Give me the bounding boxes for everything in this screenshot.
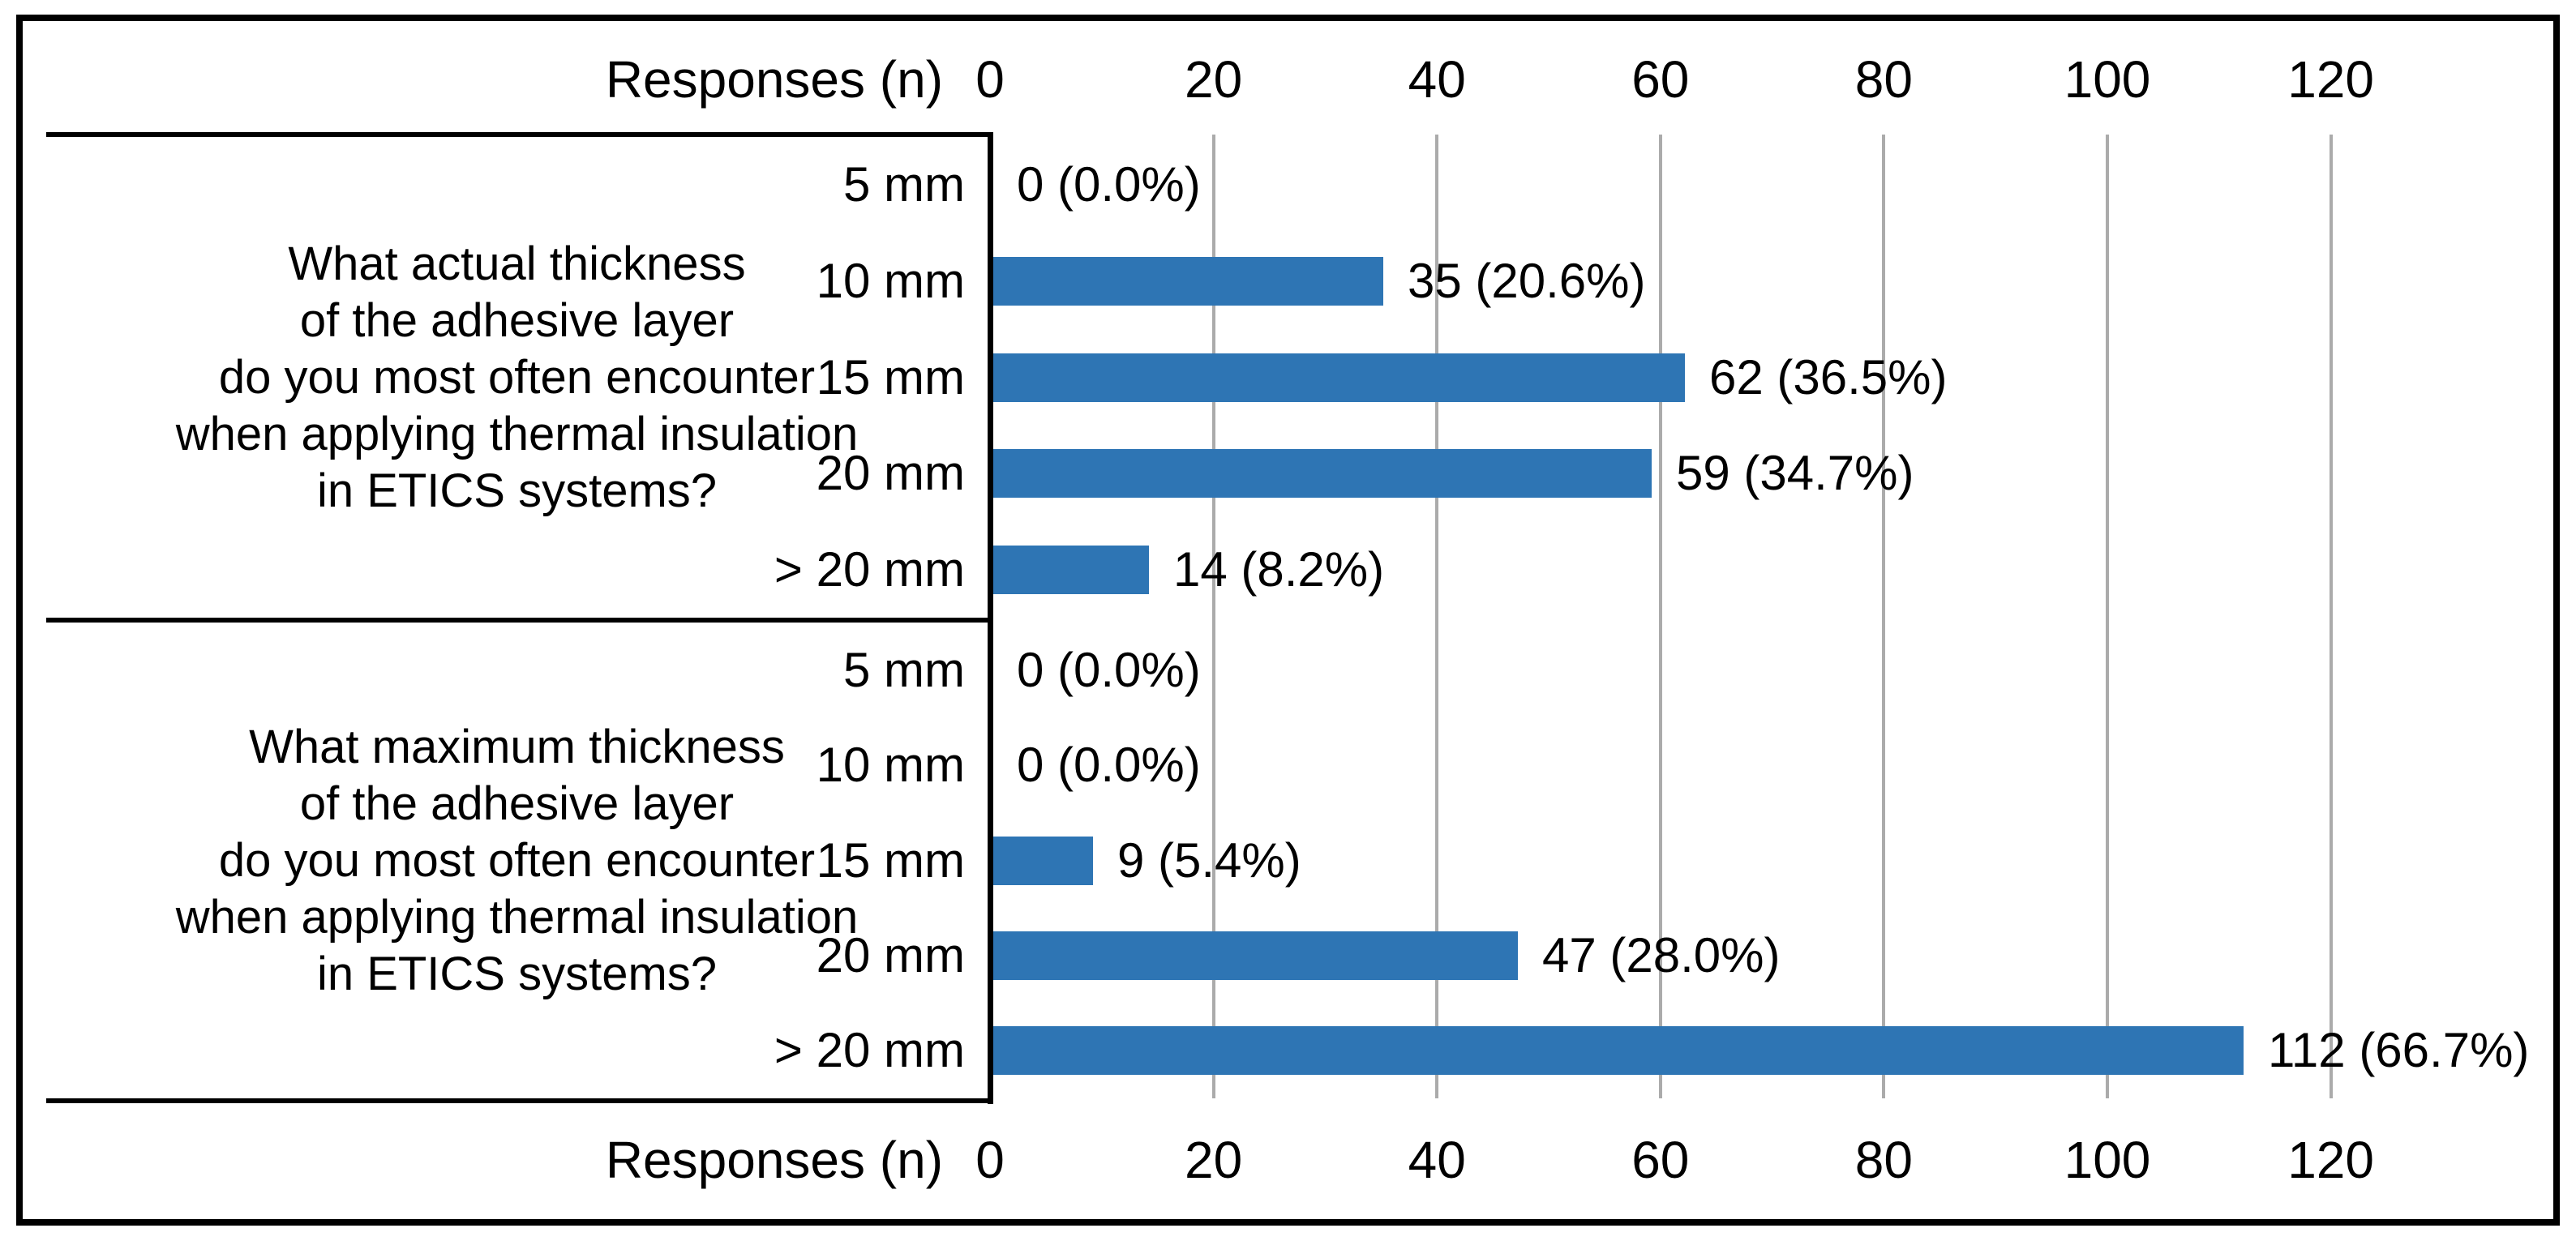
bar [992,256,1383,306]
gridline-60 [1658,135,1662,1098]
top-tick-80: 80 [1854,50,1913,109]
category-label: 15 mm [816,832,965,888]
value-label: 59 (34.7%) [1676,446,1914,501]
top-tick-100: 100 [2064,50,2151,109]
rule-divider [46,618,992,623]
bottom-tick-80: 80 [1854,1131,1913,1189]
gridline-100 [2106,135,2109,1098]
question-text-2: What maximum thickness of the adhesive la… [46,719,988,1003]
rule-top [46,132,992,137]
value-label: 9 (5.4%) [1117,832,1301,888]
gridline-20 [1211,135,1215,1098]
bottom-tick-60: 60 [1631,1131,1690,1189]
category-label: 15 mm [816,349,965,404]
question-line: in ETICS systems? [316,464,718,517]
bottom-tick-20: 20 [1185,1131,1243,1189]
value-label: 35 (20.6%) [1408,253,1646,308]
value-label: 47 (28.0%) [1542,927,1781,982]
gridline-40 [1435,135,1439,1098]
category-label: 20 mm [816,927,965,982]
question-line: What maximum thickness [249,720,785,773]
bar [992,1026,2244,1076]
gridline-80 [1882,135,1886,1098]
value-label: 62 (36.5%) [1709,349,1948,404]
top-axis-title: Responses (n) [605,50,943,109]
category-label: 5 mm [843,642,965,697]
question-line: do you most often encounter [218,350,816,404]
chart-outer-border [16,15,2560,1226]
top-tick-40: 40 [1408,50,1466,109]
category-label: 10 mm [816,253,965,308]
category-axis-line [988,132,993,1104]
bar [992,931,1518,980]
bottom-axis-title: Responses (n) [605,1131,943,1189]
category-label: > 20 mm [774,1023,965,1078]
value-label: 112 (66.7%) [2268,1023,2530,1078]
top-tick-0: 0 [975,50,1005,109]
question-text-1: What actual thickness of the adhesive lay… [46,236,988,520]
gridline-120 [2329,135,2333,1098]
bottom-tick-0: 0 [975,1131,1005,1189]
rule-bottom [46,1098,992,1103]
bar [992,353,1685,402]
category-label: 10 mm [816,738,965,793]
category-label: > 20 mm [774,541,965,597]
value-label: 0 (0.0%) [1017,642,1201,697]
question-line: of the adhesive layer [299,293,735,347]
value-label: 0 (0.0%) [1017,157,1201,212]
question-line: of the adhesive layer [299,777,735,830]
value-label: 0 (0.0%) [1017,738,1201,793]
question-line: in ETICS systems? [316,947,718,1000]
top-tick-20: 20 [1185,50,1243,109]
bar [992,836,1093,885]
category-label: 20 mm [816,446,965,501]
category-label: 5 mm [843,157,965,212]
top-tick-60: 60 [1631,50,1690,109]
value-label: 14 (8.2%) [1173,541,1385,597]
bottom-tick-100: 100 [2064,1131,2151,1189]
question-line: when applying thermal insulation [175,407,859,460]
question-line: What actual thickness [288,237,746,290]
bar [992,545,1149,594]
question-line: when applying thermal insulation [175,890,859,944]
top-tick-120: 120 [2287,50,2374,109]
bar [992,449,1652,499]
question-line: do you most often encounter [218,833,816,887]
bottom-tick-40: 40 [1408,1131,1466,1189]
bottom-tick-120: 120 [2287,1131,2374,1189]
